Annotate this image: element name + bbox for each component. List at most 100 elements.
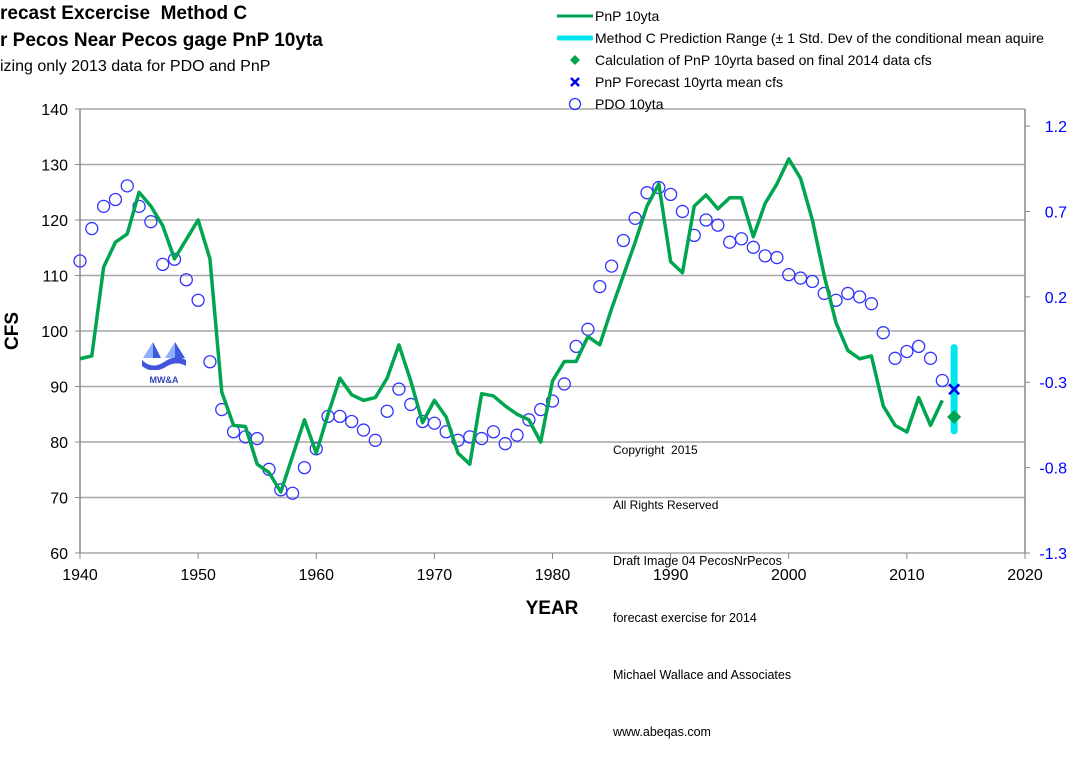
legend-label: PnP 10yta: [595, 8, 660, 24]
pdo-point: [746, 240, 760, 254]
pdo-point: [581, 322, 595, 336]
cyan-bar-icon: [557, 35, 593, 41]
forecast-mean-x: [948, 383, 961, 396]
pdo-point: [557, 377, 571, 391]
pdo-point: [368, 433, 382, 447]
pdo-point: [156, 257, 170, 272]
y-axis-label: CFS: [2, 312, 23, 350]
x-marker-icon: [570, 77, 580, 87]
pdo-point: [345, 414, 359, 429]
pdo-point: [663, 187, 678, 202]
pdo-point: [522, 413, 536, 427]
y-tick-label: 90: [50, 380, 68, 397]
pdo-point: [758, 249, 772, 263]
x-tick-label: 1940: [62, 567, 98, 584]
pdo-point: [782, 267, 796, 282]
pdo-point: [427, 416, 442, 430]
annotation-line: Copyright 2015: [613, 443, 698, 457]
pdo-point: [593, 279, 607, 294]
legend-label: PDO 10yta: [595, 96, 664, 112]
pdo-point: [805, 274, 820, 289]
pdo-point: [108, 192, 123, 207]
pdo-point: [203, 355, 217, 369]
y2-tick-label: -0.8: [1039, 461, 1067, 478]
legend-label: Calculation of PnP 10yrta based on final…: [595, 52, 932, 68]
y2-tick-label: 1.2: [1045, 119, 1067, 136]
y2-tick-label: 0.2: [1045, 290, 1067, 307]
annotation-line: All Rights Reserved: [613, 498, 719, 512]
pdo-point: [675, 204, 690, 219]
pdo-point: [734, 232, 749, 246]
legend-item-calc: Calculation of PnP 10yrta based on final…: [555, 49, 1044, 71]
pdo-point: [628, 211, 642, 225]
circle-marker-icon: [568, 97, 582, 111]
y2-tick-label: 0.7: [1045, 204, 1067, 221]
x-tick-label: 2010: [889, 567, 925, 584]
green-line-icon: [557, 14, 593, 18]
pdo-point: [711, 218, 725, 232]
y2-tick-label: -1.3: [1039, 546, 1067, 563]
pdo-point: [85, 221, 99, 236]
pdo-point: [179, 273, 193, 287]
x-tick-label: 1970: [417, 567, 453, 584]
pdo-point: [498, 437, 512, 451]
x-axis-label: YEAR: [526, 598, 579, 619]
pdo-point: [876, 326, 890, 340]
annotation-line: www.abeqas.com: [613, 725, 711, 739]
pdo-point: [900, 344, 914, 359]
y-tick-label: 110: [42, 269, 68, 286]
final-2014-diamond: [947, 410, 962, 425]
logo-mountains-icon: [142, 342, 186, 371]
pdo-point: [935, 373, 949, 388]
pdo-point: [356, 423, 371, 437]
x-tick-label: 1950: [180, 567, 216, 584]
pdo-point: [96, 199, 111, 213]
pdo-point: [770, 250, 784, 265]
pdo-point: [274, 483, 288, 497]
pdo-point: [545, 394, 560, 408]
pdo-point: [841, 286, 855, 301]
pdo-point: [144, 215, 158, 229]
pdo-point: [474, 431, 489, 446]
pdo-point: [191, 293, 205, 307]
pdo-point: [297, 460, 312, 475]
pdo-point: [793, 271, 808, 285]
pdo-point: [852, 290, 867, 304]
mwa-logo: MW&A: [136, 340, 192, 385]
y-tick-label: 100: [41, 324, 68, 341]
pdo-point: [73, 254, 87, 268]
x-tick-label: 2000: [771, 567, 807, 584]
pdo-point: [167, 252, 182, 266]
x-tick-label: 1990: [653, 567, 689, 584]
pdo-point: [333, 409, 347, 424]
copyright-annotation: Copyright 2015 All Rights Reserved Draft…: [613, 404, 791, 780]
legend: PnP 10yta Method C Prediction Range (± 1…: [555, 5, 1044, 115]
x-tick-label: 2020: [1007, 567, 1043, 584]
pdo-point: [699, 213, 713, 227]
diamond-icon: [570, 55, 580, 65]
y-tick-label: 120: [41, 213, 68, 230]
pdo-point: [285, 486, 300, 500]
pdo-point: [864, 297, 879, 311]
chart-subtitle: izing only 2013 data for PDO and PnP: [0, 58, 271, 75]
pdo-point: [723, 235, 737, 249]
pnp-line: [79, 157, 944, 494]
y-tick-label: 70: [50, 491, 68, 508]
logo-text: MW&A: [149, 375, 179, 385]
legend-item-pnp: PnP 10yta: [555, 5, 1044, 27]
pdo-point: [486, 425, 501, 439]
legend-label: PnP Forecast 10yrta mean cfs: [595, 74, 784, 90]
pdo-point: [912, 339, 926, 354]
y-tick-label: 140: [41, 102, 68, 119]
pdo-point: [250, 431, 264, 446]
pdo-point: [380, 404, 394, 418]
pdo-point: [888, 351, 902, 365]
pdo-point: [604, 259, 619, 273]
pdo-point: [392, 382, 406, 396]
y-tick-label: 80: [50, 435, 68, 452]
legend-item-range: Method C Prediction Range (± 1 Std. Dev …: [555, 27, 1044, 49]
pdo-point: [132, 199, 146, 213]
pdo-point: [226, 425, 241, 439]
pdo-point: [510, 428, 524, 442]
pdo-point: [923, 351, 938, 365]
